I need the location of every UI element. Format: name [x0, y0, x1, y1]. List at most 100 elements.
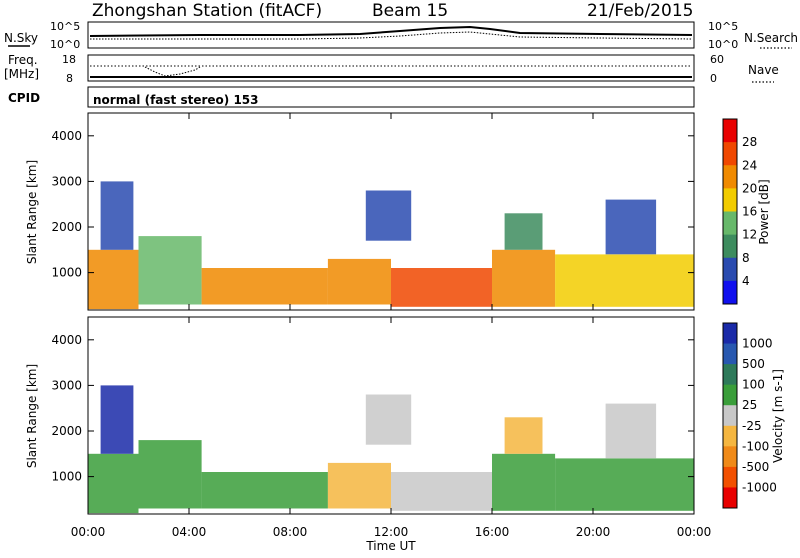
nsearch-label: N.Search [744, 31, 798, 45]
velocity-y-ticks: 1000 2000 3000 4000 [51, 333, 694, 484]
power-scatter-region [201, 268, 328, 305]
xtick-label: 20:00 [576, 525, 611, 539]
freq-unit: [MHz] [4, 67, 39, 81]
velocity-colorbar-segment [723, 466, 737, 488]
nsky-tick-top: 10^5 [50, 20, 80, 33]
velocity-colorbar-tick: 500 [742, 357, 765, 371]
power-colorbar-segment [723, 119, 737, 143]
velocity-colorbar-frame [722, 322, 738, 509]
power-colorbar-segment [723, 188, 737, 212]
velocity-colorbar-segment [723, 425, 737, 447]
cpid-label: CPID [8, 91, 40, 105]
power-scatter-region [100, 181, 134, 250]
xtick-label: 08:00 [273, 525, 308, 539]
freq-label: Freq. [8, 53, 38, 67]
velocity-ytick-label: 3000 [51, 378, 82, 392]
velocity-colorbar-segment [723, 405, 737, 427]
velocity-scatter-region [100, 385, 134, 454]
nave-tick-top: 60 [710, 53, 724, 66]
velocity-scatter-region [504, 417, 543, 454]
velocity-colorbar-tick: -1000 [742, 480, 777, 494]
power-scatter-region [365, 190, 412, 241]
time-x-ticks: 00:00 04:00 08:00 12:00 16:00 20:00 00:00 [71, 113, 712, 539]
beam-label: Beam 15 [372, 1, 448, 21]
velocity-colorbar-segment [723, 323, 737, 345]
power-colorbar-tick: 24 [742, 158, 757, 172]
nave-label: Nave [748, 63, 779, 77]
velocity-scatter-region [492, 453, 556, 511]
freq-tick-top: 18 [62, 53, 76, 66]
xtick-label: 00:00 [71, 525, 106, 539]
power-colorbar-tick: 28 [742, 135, 757, 149]
time-xlabel: Time UT [365, 539, 416, 553]
nave-tick-bottom: 0 [710, 72, 717, 85]
cpid-text: normal (fast stereo) 153 [93, 93, 259, 107]
power-colorbar-tick: 16 [742, 205, 757, 219]
velocity-colorbar-label: Velocity [m s-1] [771, 369, 785, 463]
power-heatmap-cells [88, 181, 694, 310]
velocity-colorbar: 1000 500 100 25 -25 -100 -500 -1000 [722, 322, 777, 509]
velocity-colorbar-tick: 100 [742, 378, 765, 392]
date-label: 21/Feb/2015 [587, 1, 693, 21]
velocity-ytick-label: 2000 [51, 424, 82, 438]
nsky-tick-bottom: 10^0 [50, 38, 80, 51]
station-title: Zhongshan Station (fitACF) [92, 1, 322, 21]
power-colorbar-segment [723, 211, 737, 236]
power-colorbar-tick: 4 [742, 274, 750, 288]
nave-dip-trace [144, 66, 201, 77]
power-colorbar: 4 8 12 16 20 24 28 [722, 118, 757, 305]
power-scatter-region [555, 254, 694, 307]
power-ytick-label: 4000 [51, 129, 82, 143]
power-colorbar-label: Power [dB] [757, 179, 771, 244]
velocity-colorbar-tick: 1000 [742, 337, 773, 351]
power-scatter-region [391, 268, 492, 307]
xtick-label: 12:00 [374, 525, 409, 539]
freq-panel [87, 54, 695, 82]
xtick-label: 00:00 [677, 525, 712, 539]
power-colorbar-segment [723, 234, 737, 259]
velocity-scatter-region [201, 472, 328, 509]
velocity-ytick-label: 1000 [51, 470, 82, 484]
velocity-colorbar-tick: -25 [742, 419, 762, 433]
velocity-colorbar-segment [723, 446, 737, 468]
power-ytick-label: 3000 [51, 174, 82, 188]
power-scatter-region [88, 249, 139, 310]
velocity-scatter-region [391, 472, 492, 511]
nsearch-tick-bottom: 10^0 [708, 38, 738, 51]
power-scatter-region [605, 199, 657, 255]
xtick-label: 16:00 [475, 525, 510, 539]
power-colorbar-tick: 12 [742, 228, 757, 242]
power-colorbar-segment [723, 142, 737, 166]
power-scatter-region [138, 236, 202, 305]
nsky-trace [89, 25, 693, 37]
velocity-ytick-label: 4000 [51, 333, 82, 347]
power-colorbar-frame [722, 118, 738, 305]
power-scatter-region [327, 258, 391, 305]
velocity-colorbar-segment [723, 343, 737, 365]
nsky-panel [87, 21, 695, 49]
velocity-colorbar-segment [723, 487, 737, 509]
nsearch-trace [90, 31, 693, 40]
velocity-colorbar-segment [723, 384, 737, 406]
velocity-scatter-region [365, 394, 412, 445]
power-y-ticks: 1000 2000 3000 4000 [51, 129, 694, 280]
power-colorbar-segment [723, 280, 737, 305]
cpid-panel [87, 86, 695, 108]
velocity-scatter-region [555, 458, 694, 511]
velocity-scatter-region [138, 440, 202, 509]
nsky-label: N.Sky [4, 31, 38, 45]
velocity-ylabel: Slant Range [km] [25, 364, 39, 468]
nsearch-tick-top: 10^5 [708, 20, 738, 33]
power-colorbar-tick: 20 [742, 181, 757, 195]
velocity-scatter-region [605, 403, 657, 459]
freq-tick-bottom: 8 [66, 72, 73, 85]
velocity-colorbar-tick: -500 [742, 460, 769, 474]
power-colorbar-tick: 8 [742, 251, 750, 265]
power-colorbar-segment [723, 165, 737, 189]
power-ytick-label: 1000 [51, 266, 82, 280]
velocity-scatter-region [88, 453, 139, 514]
power-ylabel: Slant Range [km] [25, 160, 39, 264]
power-scatter-region [504, 213, 543, 250]
xtick-label: 04:00 [172, 525, 207, 539]
